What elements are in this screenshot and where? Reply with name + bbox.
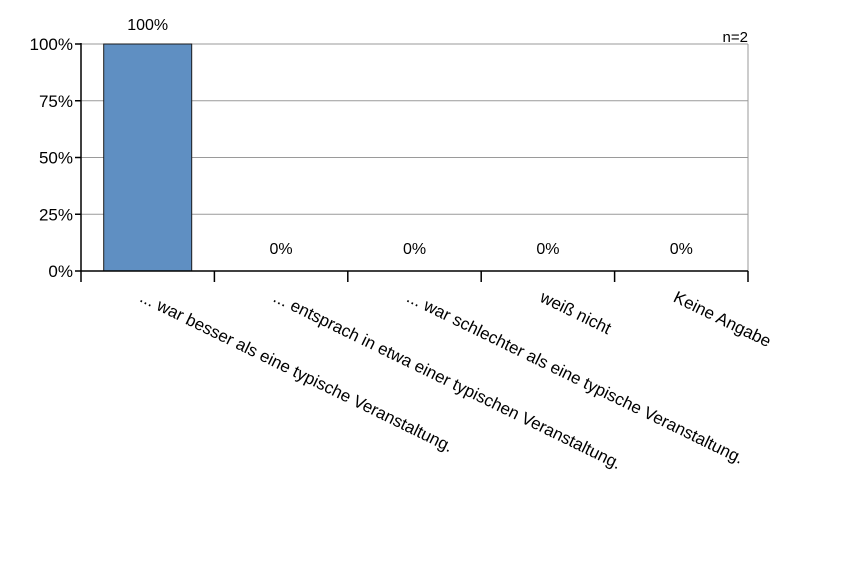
data-label: 0%	[536, 241, 559, 258]
y-tick-label: 0%	[48, 262, 73, 281]
y-tick-label: 50%	[39, 149, 73, 168]
x-category-label: Keine Angabe	[671, 288, 775, 351]
x-category-label: weiß nicht	[536, 287, 614, 338]
y-tick-label: 25%	[39, 205, 73, 224]
y-tick-label: 75%	[39, 92, 73, 111]
data-label: 100%	[127, 17, 168, 34]
bar	[103, 43, 193, 272]
data-label: 0%	[403, 241, 426, 258]
y-tick-label: 100%	[30, 35, 73, 54]
bars	[103, 43, 193, 272]
data-label: 0%	[270, 241, 293, 258]
axes	[75, 43, 749, 282]
data-label: 0%	[670, 241, 693, 258]
sample-size-label: n=2	[723, 29, 748, 46]
